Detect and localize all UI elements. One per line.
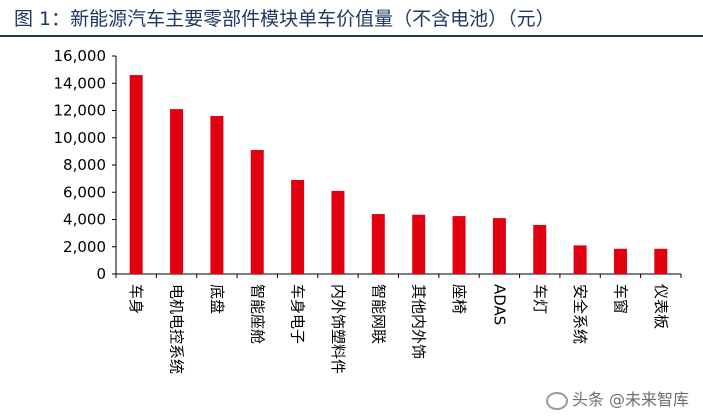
x-tick-label: 智能座舱 [248, 284, 266, 344]
y-tick-label: 4,000 [63, 211, 106, 229]
watermark-text: 头条 @未来智库 [571, 390, 689, 409]
bar [412, 214, 426, 274]
title-divider [0, 35, 703, 37]
figure-title: 图 1：新能源汽车主要零部件模块单车价值量（不含电池）（元） [14, 8, 555, 30]
x-tick-label: 车身电子 [289, 284, 307, 344]
y-tick-label: 0 [96, 265, 106, 283]
bar [250, 150, 264, 274]
x-tick-label: 其他内外饰 [410, 284, 428, 359]
x-tick-label: 电机电控系统 [168, 284, 186, 374]
x-tick-label: 车窗 [611, 284, 629, 314]
x-tick-label: ADAS [490, 284, 508, 325]
x-tick-label: 车灯 [531, 284, 549, 314]
x-tick-label: 底盘 [208, 284, 226, 314]
x-tick-label: 安全系统 [571, 284, 589, 344]
bar [129, 75, 143, 274]
bar [331, 190, 345, 274]
watermark: 头条 @未来智库 [542, 386, 689, 410]
y-tick-label: 8,000 [63, 156, 106, 174]
watermark-logo-icon [545, 391, 568, 410]
bar [533, 224, 547, 274]
y-tick-label: 14,000 [54, 74, 107, 92]
x-tick-label: 内外饰塑料件 [329, 284, 347, 374]
y-tick-label: 16,000 [54, 47, 107, 65]
y-tick-label: 2,000 [63, 238, 106, 256]
bar [210, 115, 224, 274]
bar [654, 248, 668, 274]
x-tick-label: 仪表板 [652, 284, 670, 329]
x-tick-label: 座椅 [450, 284, 468, 314]
bar [371, 214, 385, 274]
y-tick-label: 10,000 [54, 129, 107, 147]
x-tick-label: 智能网联 [369, 284, 387, 344]
bar [613, 248, 627, 274]
y-tick-label: 6,000 [63, 183, 106, 201]
bar [492, 218, 506, 274]
x-tick-label: 车身 [127, 284, 145, 314]
bar [573, 245, 587, 274]
bar [291, 179, 305, 274]
bar [452, 216, 466, 274]
y-tick-label: 12,000 [54, 102, 107, 120]
bar [170, 109, 184, 274]
